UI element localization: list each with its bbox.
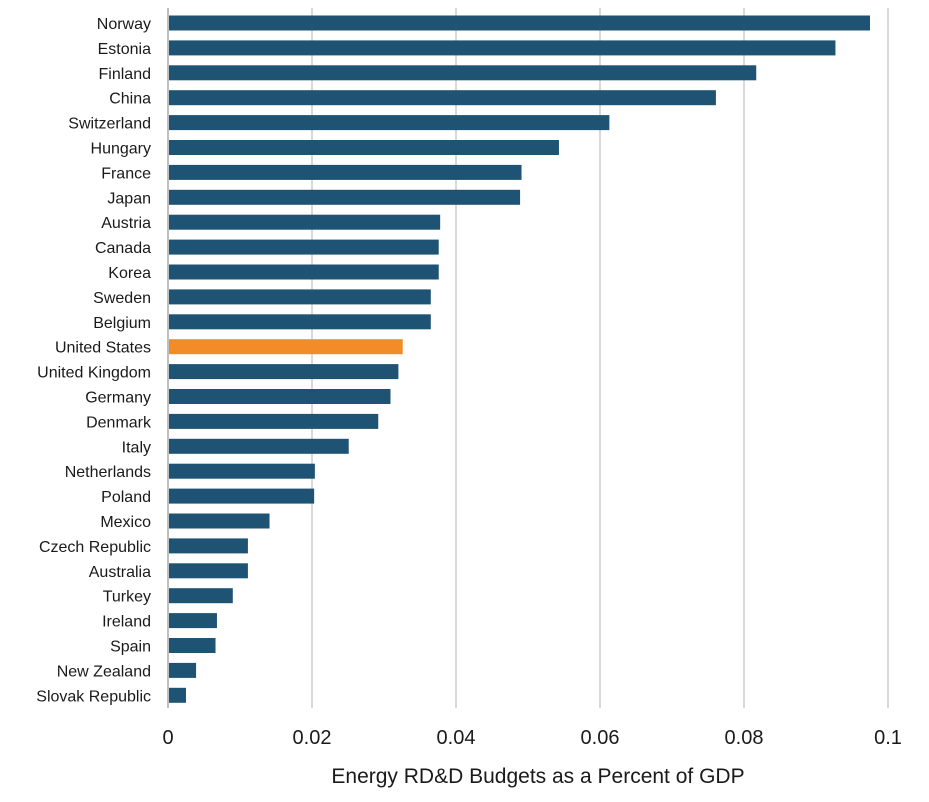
category-label: Estonia	[98, 41, 151, 58]
category-label: Mexico	[100, 514, 151, 531]
category-label: Germany	[85, 390, 151, 407]
category-label: Switzerland	[68, 116, 151, 133]
bar	[169, 438, 349, 454]
x-tick-label: 0.02	[293, 727, 332, 749]
grid-lines	[311, 8, 889, 708]
bar	[169, 588, 233, 604]
category-label: Australia	[89, 564, 151, 581]
bars	[169, 15, 870, 703]
category-label: Netherlands	[65, 464, 151, 481]
category-label: Korea	[108, 265, 151, 282]
bar	[169, 513, 270, 529]
bar	[169, 488, 315, 504]
bar	[169, 65, 757, 81]
category-label: Spain	[110, 639, 151, 656]
category-label: Finland	[99, 66, 151, 83]
category-label: Poland	[101, 489, 151, 506]
bar	[169, 189, 521, 205]
category-label: Austria	[101, 215, 151, 232]
bar	[169, 463, 315, 479]
category-label: Italy	[122, 439, 151, 456]
bar	[169, 15, 870, 31]
category-label: Norway	[97, 16, 151, 33]
bar	[169, 40, 836, 56]
bar	[169, 389, 391, 404]
bar	[169, 413, 379, 429]
category-label: Ireland	[102, 614, 151, 631]
bar	[169, 538, 248, 554]
category-label: New Zealand	[57, 663, 151, 680]
category-label: Denmark	[86, 414, 152, 431]
bar	[169, 140, 559, 155]
bar	[169, 90, 716, 106]
category-labels: Norway Estonia Finland China Switzerland Hung…	[36, 16, 152, 705]
category-label: Hungary	[91, 141, 151, 158]
x-tick-label: 0.04	[437, 727, 476, 749]
bar	[169, 115, 610, 131]
bar	[169, 164, 522, 180]
bar	[169, 613, 217, 629]
category-label: China	[109, 91, 151, 108]
bar	[169, 662, 197, 678]
bar	[169, 264, 439, 280]
category-label: United States	[55, 340, 151, 357]
category-label: Canada	[95, 240, 151, 257]
x-axis-title: Energy RD&D Budgets as a Percent of GDP	[331, 765, 744, 788]
x-tick-label: 0.06	[581, 727, 620, 749]
bar	[169, 314, 431, 330]
bar	[169, 239, 439, 255]
bar-highlight	[169, 339, 403, 355]
category-label: Czech Republic	[39, 539, 151, 556]
x-tick-labels: 0 0.02 0.04 0.06 0.08 0.1	[162, 727, 901, 749]
category-label: Turkey	[103, 589, 151, 606]
category-label: United Kingdom	[37, 365, 151, 382]
bar	[169, 214, 441, 230]
category-label: Belgium	[93, 315, 151, 332]
bar	[169, 563, 248, 579]
x-tick-label: 0.08	[725, 727, 764, 749]
category-label: Japan	[107, 190, 151, 207]
category-label: France	[101, 165, 151, 182]
x-tick-label: 0	[162, 727, 173, 749]
bar	[169, 289, 431, 305]
x-tick-label: 0.1	[874, 727, 902, 749]
bar	[169, 638, 216, 653]
bar	[169, 364, 399, 380]
category-label: Sweden	[93, 290, 151, 307]
bar	[169, 687, 186, 703]
category-label: Slovak Republic	[36, 688, 151, 705]
